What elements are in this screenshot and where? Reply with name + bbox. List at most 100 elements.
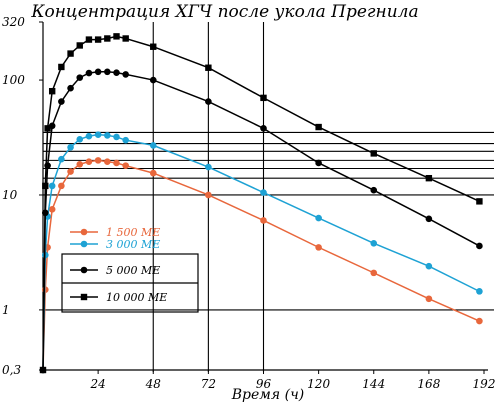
data-point (315, 244, 322, 251)
y-tick-label: 0,3 (2, 363, 21, 377)
data-point (205, 98, 212, 105)
data-point (76, 136, 84, 143)
data-point (58, 63, 65, 71)
legend-marker (80, 228, 88, 236)
data-point (48, 182, 56, 190)
data-point (113, 33, 120, 40)
legend: 1 500 МЕ3 000 МЕ 5 000 МЕ 10 000 МЕ (61, 226, 199, 313)
series-4 (39, 33, 483, 374)
data-point (85, 132, 93, 140)
data-point (85, 69, 93, 77)
data-point (260, 217, 267, 224)
data-point (122, 35, 129, 42)
x-tick-label: 120 (307, 377, 330, 391)
data-point (39, 366, 47, 374)
data-point (67, 84, 74, 92)
chart-title: Концентрация ХГЧ после укола Прегнила (30, 2, 418, 22)
legend-marker (80, 266, 88, 274)
data-point (48, 206, 56, 213)
legend-label: 1 500 МЕ (106, 226, 160, 239)
x-tick-label: 96 (256, 377, 272, 391)
legend-marker (80, 293, 88, 301)
legend-item: 10 000 МЕ (70, 291, 167, 304)
data-point (205, 163, 212, 171)
data-point (122, 136, 129, 144)
data-point (94, 131, 102, 138)
axes: 320 100 10 1 0,3 24 48 72 96 120 144 168 192 (2, 15, 495, 391)
data-point (67, 168, 74, 175)
data-point (42, 182, 49, 190)
series-2 (39, 131, 483, 374)
data-point (425, 174, 433, 182)
data-point (476, 242, 483, 250)
data-point (48, 87, 56, 95)
data-point (260, 189, 267, 196)
data-point (94, 36, 102, 43)
legend-marker (80, 240, 88, 248)
data-point (76, 74, 84, 81)
data-point (122, 71, 129, 78)
data-point (104, 35, 111, 42)
data-point (425, 295, 433, 303)
legend-item: 1 500 МЕ (70, 226, 160, 239)
legend-label: 10 000 МЕ (106, 291, 167, 304)
y-tick-label: 10 (2, 188, 18, 202)
data-point (149, 76, 157, 84)
data-point (370, 150, 377, 157)
legend-label: 5 000 МЕ (106, 264, 160, 277)
data-point (104, 158, 111, 165)
data-point (113, 159, 120, 167)
data-point (149, 142, 157, 149)
legend-label: 3 000 МЕ (106, 238, 160, 251)
x-tick-label: 144 (362, 377, 385, 391)
data-point (205, 191, 212, 199)
data-point (85, 158, 93, 165)
series-line (42, 35, 480, 371)
data-point (67, 50, 74, 57)
legend-item: 5 000 МЕ (70, 264, 160, 277)
data-point (149, 169, 157, 177)
data-point (260, 94, 267, 102)
data-point (425, 262, 433, 270)
series-line (42, 133, 480, 371)
data-point (425, 215, 433, 223)
data-point (58, 155, 65, 163)
data-point (94, 68, 102, 76)
x-tick-label: 192 (473, 377, 496, 391)
data-point (476, 288, 483, 295)
data-point (205, 64, 212, 71)
x-tick-label: 48 (145, 377, 162, 391)
grid (43, 22, 494, 372)
data-point (476, 198, 483, 205)
data-point (122, 162, 129, 169)
data-point (58, 98, 65, 105)
data-point (76, 42, 83, 49)
x-tick-label: 168 (417, 377, 440, 391)
data-point (370, 269, 378, 277)
data-point (150, 43, 157, 50)
data-point (44, 125, 51, 132)
y-tick-label: 320 (2, 15, 25, 29)
data-point (315, 123, 322, 131)
data-point (370, 186, 378, 194)
data-point (476, 317, 483, 325)
data-point (85, 36, 93, 43)
data-point (370, 239, 378, 247)
data-point (76, 160, 84, 168)
x-tick-label: 24 (89, 377, 105, 391)
data-point (58, 182, 65, 190)
data-point (67, 143, 74, 151)
x-tick-label: 72 (201, 377, 216, 391)
y-tick-label: 100 (2, 73, 25, 87)
x-axis-label: Время (ч) (231, 387, 305, 403)
data-point (315, 159, 322, 167)
series (39, 33, 483, 374)
data-point (260, 125, 267, 132)
data-point (113, 69, 120, 76)
data-point (104, 132, 111, 139)
y-tick-label: 1 (2, 303, 10, 317)
data-point (113, 133, 120, 141)
data-point (104, 68, 111, 76)
